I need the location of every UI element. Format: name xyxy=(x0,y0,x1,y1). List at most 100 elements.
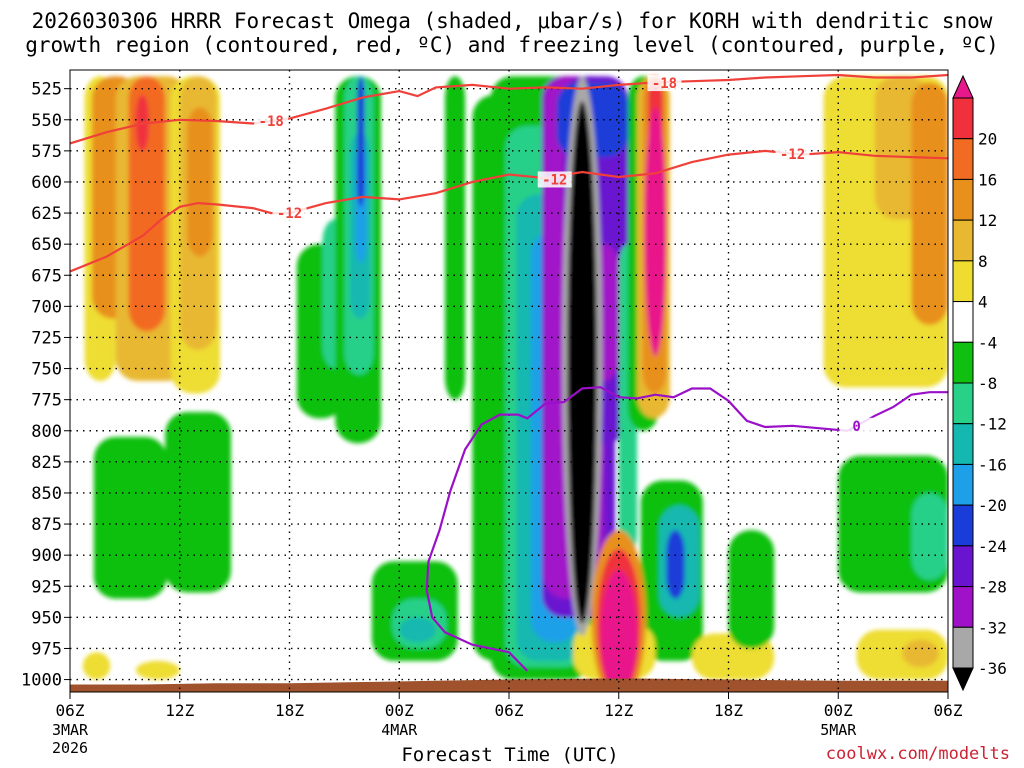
omega-cell-10 xyxy=(82,652,111,680)
omega-cell-9 xyxy=(165,412,231,593)
omega-cell-8 xyxy=(93,436,167,599)
y-tick-label-6: 675 xyxy=(31,266,62,286)
colorbar-swatch-3 xyxy=(952,178,974,221)
colorbar-swatch-13 xyxy=(952,586,974,628)
colorbar-swatch-4 xyxy=(952,219,974,262)
colorbar-label-6: -8 xyxy=(978,374,997,393)
x-tick-label-2: 18Z xyxy=(275,701,304,720)
colorbar-label-0: 20 xyxy=(978,130,997,149)
y-tick-label-9: 750 xyxy=(31,360,62,380)
colorbar-swatch-10 xyxy=(952,463,974,506)
x-axis-label: Forecast Time (UTC) xyxy=(401,744,619,766)
colorbar-swatch-11 xyxy=(952,504,974,547)
x-tick-label-4: 06Z xyxy=(495,701,524,720)
x-tick-label-1: 12Z xyxy=(165,701,194,720)
omega-cell-7 xyxy=(187,107,213,257)
x-tick-year-0: 2026 xyxy=(52,739,88,757)
y-tick-label-15: 900 xyxy=(31,546,62,566)
y-tick-label-10: 775 xyxy=(31,391,62,411)
contour-label-bg--12c xyxy=(775,145,810,162)
x-tick-label-8: 06Z xyxy=(934,701,963,720)
colorbar-label-11: -28 xyxy=(978,578,1007,597)
colorbar-swatch-12 xyxy=(952,545,974,588)
omega-cell-45 xyxy=(911,492,948,581)
y-tick-label-3: 600 xyxy=(31,173,62,193)
colorbar-swatch-6 xyxy=(952,301,974,343)
x-tick-date-7: 5MAR xyxy=(820,721,857,739)
omega-cell-18 xyxy=(357,76,365,207)
contour-label--12: -12 xyxy=(277,206,302,222)
colorbar-swatch-2 xyxy=(952,138,974,180)
contour-line-0 xyxy=(425,386,948,672)
contour-label-bg--12 xyxy=(272,205,307,222)
x-tick-label-6: 18Z xyxy=(714,701,743,720)
colorbar-label-7: -12 xyxy=(978,415,1007,434)
y-tick-label-5: 650 xyxy=(31,235,62,255)
colorbar-label-8: -16 xyxy=(978,455,1007,474)
y-tick-label-14: 875 xyxy=(31,515,62,535)
omega-cell-50 xyxy=(902,639,939,668)
omega-cell-11 xyxy=(135,660,180,680)
y-tick-label-16: 925 xyxy=(31,577,62,597)
colorbar-label-12: -32 xyxy=(978,618,1007,637)
contour-label-bg--18b xyxy=(647,75,682,92)
contour-label--18b: -18 xyxy=(652,76,677,92)
colorbar-label-1: 16 xyxy=(978,170,997,189)
x-tick-label-3: 00Z xyxy=(385,701,414,720)
omega-cell-48 xyxy=(911,82,948,326)
contour-label-bg--18 xyxy=(254,113,289,130)
y-tick-label-8: 725 xyxy=(31,328,62,348)
omega-cell-22 xyxy=(444,76,466,400)
y-tick-label-7: 700 xyxy=(31,297,62,317)
omega-cell-43 xyxy=(728,530,775,649)
y-tick-label-0: 525 xyxy=(31,80,62,100)
contour-label-bg--12b xyxy=(537,171,572,188)
colorbar-label-9: -20 xyxy=(978,496,1007,515)
colorbar-label-2: 12 xyxy=(978,211,997,230)
y-tick-label-12: 825 xyxy=(31,453,62,473)
contour-label--12c: -12 xyxy=(780,147,805,163)
omega-cell-40 xyxy=(666,530,685,599)
y-tick-label-18: 975 xyxy=(31,639,62,659)
colorbar-label-3: 8 xyxy=(978,252,988,271)
credit-text: coolwx.com/modelts xyxy=(825,744,1010,764)
omega-blob-5 xyxy=(644,107,667,357)
colorbar-label-10: -24 xyxy=(978,537,1007,556)
chart-title-line1: 2026030306 HRRR Forecast Omega (shaded, … xyxy=(31,9,993,33)
colorbar-swatch-7 xyxy=(952,341,974,384)
contour-label-bg-0 xyxy=(839,417,874,434)
colorbar-label-4: 4 xyxy=(978,293,988,312)
colorbar-label-5: -4 xyxy=(978,333,997,352)
contour-label--18: -18 xyxy=(259,114,284,130)
colorbar-swatch-14 xyxy=(952,626,974,669)
colorbar-swatch-5 xyxy=(952,260,974,303)
colorbar-top-arrow xyxy=(952,74,974,99)
omega-blob-1 xyxy=(567,101,597,624)
x-tick-date-3: 4MAR xyxy=(381,721,418,739)
colorbar-swatch-8 xyxy=(952,382,974,425)
y-tick-label-13: 850 xyxy=(31,484,62,504)
contour-label-0: 0 xyxy=(852,419,860,435)
colorbar-swatch-9 xyxy=(952,423,974,465)
y-tick-label-1: 550 xyxy=(31,111,62,131)
colorbar-swatch-1 xyxy=(952,97,974,140)
contour-line--18 xyxy=(70,73,948,145)
y-tick-label-11: 800 xyxy=(31,422,62,442)
y-tick-label-17: 950 xyxy=(31,608,62,628)
contour-label--12b: -12 xyxy=(542,172,567,188)
y-tick-label-4: 625 xyxy=(31,204,62,224)
x-tick-label-0: 06Z xyxy=(56,701,85,720)
omega-blob-4 xyxy=(600,570,638,692)
colorbar-label-13: -36 xyxy=(978,659,1007,678)
y-tick-label-2: 575 xyxy=(31,142,62,162)
contours: -18 -12 -12 -12 -18 0 xyxy=(70,73,948,672)
x-tick-date-0: 3MAR xyxy=(52,721,89,739)
colorbar: 20 16 12 8 4 -4 -8 -12 -16 -20 -24 -28 -32 -36 xyxy=(952,74,1007,692)
y-axis: 525 550 575 600 625 650 675 700 725 750 775 800 825 8… xyxy=(21,80,70,691)
x-tick-label-5: 12Z xyxy=(604,701,633,720)
y-tick-label-19: 1000 xyxy=(21,671,62,691)
colorbar-bottom-arrow xyxy=(952,667,974,692)
omega-cell-21 xyxy=(399,617,436,643)
